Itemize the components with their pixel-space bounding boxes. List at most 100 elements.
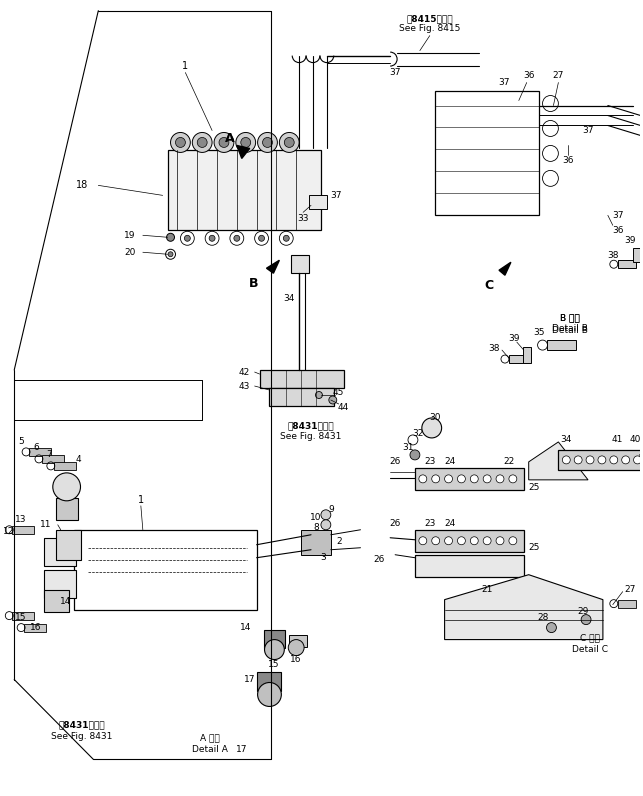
Text: 34: 34 [284, 294, 295, 302]
Bar [633, 248, 640, 262]
Bar [56, 530, 80, 560]
Circle shape [185, 236, 190, 241]
Text: 30: 30 [429, 413, 440, 423]
Text: A 詳細: A 詳細 [200, 733, 220, 742]
Text: 37: 37 [612, 211, 624, 220]
Text: 15: 15 [15, 613, 26, 622]
Text: 19: 19 [124, 231, 136, 240]
Circle shape [483, 475, 491, 483]
Text: 37: 37 [390, 68, 401, 77]
Text: 9: 9 [328, 505, 334, 514]
Bar [523, 347, 530, 363]
Text: B 詳細: B 詳細 [560, 314, 580, 322]
Circle shape [470, 475, 478, 483]
Bar [415, 468, 524, 490]
Text: Detail B: Detail B [552, 326, 588, 334]
Circle shape [197, 138, 207, 147]
Circle shape [444, 475, 453, 483]
Bar [289, 634, 307, 646]
Circle shape [192, 132, 212, 152]
Text: Detail B: Detail B [552, 324, 588, 333]
Bar [42, 455, 64, 463]
Text: 45: 45 [333, 388, 345, 396]
Circle shape [563, 456, 570, 464]
Text: 38: 38 [488, 344, 500, 353]
Circle shape [419, 475, 427, 483]
Circle shape [284, 138, 294, 147]
Circle shape [410, 450, 420, 460]
Text: Detail A: Detail A [192, 745, 228, 754]
Circle shape [284, 236, 289, 241]
Circle shape [547, 622, 556, 633]
Circle shape [431, 475, 440, 483]
Text: 23: 23 [424, 519, 435, 529]
Bar [54, 462, 76, 470]
Text: 32: 32 [412, 429, 424, 439]
Circle shape [509, 475, 517, 483]
Text: 26: 26 [390, 519, 401, 529]
Text: 39: 39 [624, 236, 635, 245]
Circle shape [496, 475, 504, 483]
Circle shape [170, 132, 190, 152]
Polygon shape [266, 260, 279, 273]
Text: 39: 39 [508, 334, 520, 342]
Text: 13: 13 [15, 515, 26, 525]
Circle shape [236, 132, 256, 152]
Text: 42: 42 [239, 368, 249, 377]
Bar [24, 623, 46, 631]
Text: 1: 1 [183, 60, 188, 71]
Text: 33: 33 [297, 214, 309, 223]
Text: 4: 4 [76, 455, 81, 464]
Text: 1: 1 [138, 495, 144, 505]
Text: 44: 44 [337, 404, 349, 412]
Text: 22: 22 [503, 458, 514, 466]
Circle shape [431, 537, 440, 544]
Text: Detail C: Detail C [572, 645, 608, 654]
Circle shape [419, 537, 427, 544]
Text: 31: 31 [403, 443, 413, 452]
Bar [12, 526, 34, 534]
Circle shape [176, 138, 185, 147]
Bar [44, 590, 69, 611]
Text: 37: 37 [498, 78, 510, 87]
Circle shape [483, 537, 491, 544]
Text: 29: 29 [577, 607, 589, 616]
Circle shape [581, 615, 591, 625]
Text: C 詳細: C 詳細 [580, 633, 600, 642]
Text: 27: 27 [624, 585, 635, 594]
Text: A: A [225, 132, 235, 145]
Circle shape [234, 236, 240, 241]
Text: 34: 34 [561, 435, 572, 444]
Text: 12: 12 [3, 527, 14, 537]
Text: 10: 10 [310, 513, 322, 522]
Bar [618, 599, 635, 607]
Bar [547, 340, 576, 350]
Text: 5: 5 [19, 438, 24, 447]
Circle shape [316, 392, 322, 399]
Bar [509, 355, 529, 363]
Text: 28: 28 [538, 613, 549, 622]
Text: 36: 36 [523, 71, 534, 80]
Circle shape [240, 138, 251, 147]
Bar [618, 260, 635, 268]
Text: 8: 8 [313, 523, 319, 533]
Text: 24: 24 [444, 519, 455, 529]
Circle shape [633, 456, 642, 464]
Circle shape [444, 537, 453, 544]
Circle shape [288, 639, 304, 656]
Circle shape [509, 537, 517, 544]
Polygon shape [444, 575, 603, 639]
Circle shape [264, 639, 284, 660]
Circle shape [258, 236, 264, 241]
Text: 24: 24 [444, 458, 455, 466]
Text: 17: 17 [244, 675, 255, 684]
Text: 43: 43 [239, 381, 249, 391]
Bar [168, 150, 321, 230]
Text: C: C [485, 279, 494, 291]
Text: 21: 21 [482, 585, 493, 594]
Text: B: B [249, 277, 258, 290]
Text: 17: 17 [236, 745, 248, 754]
Text: 11: 11 [41, 521, 52, 529]
Text: 25: 25 [528, 483, 539, 493]
Circle shape [457, 537, 466, 544]
